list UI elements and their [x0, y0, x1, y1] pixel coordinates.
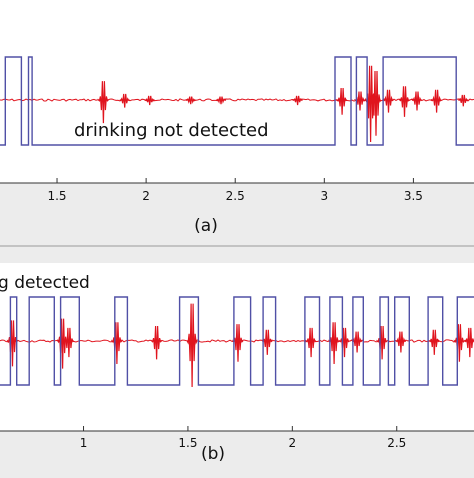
signal-spike	[458, 94, 469, 107]
signal-spike	[63, 327, 75, 358]
x-tick-label: 3	[320, 189, 328, 203]
signal-spike	[186, 303, 198, 388]
x-tick-label: 3.5	[404, 189, 423, 203]
x-tick-label: 2	[289, 436, 297, 450]
signal-spike	[395, 331, 407, 353]
signal-spike	[215, 96, 227, 105]
x-tick-label: 2.5	[387, 436, 406, 450]
signal-spike	[119, 93, 130, 108]
signal-spike	[411, 91, 423, 111]
signal-spike	[6, 320, 18, 367]
panel-label-a: (a)	[194, 216, 218, 236]
x-tick-label: 1.5	[47, 189, 66, 203]
signal-spike	[57, 318, 69, 369]
x-tick-label: 2.5	[226, 189, 245, 203]
signal-spike	[305, 327, 317, 358]
x-tick-label: 2	[142, 189, 150, 203]
detection-line	[0, 296, 474, 386]
detection-line	[0, 56, 474, 146]
signal-trace-a	[0, 65, 474, 143]
signal-spike	[292, 95, 303, 106]
signal-spike	[336, 87, 348, 115]
signal-spike	[428, 329, 440, 355]
x-tick-label: 1.5	[178, 436, 197, 450]
detection-trace-b	[0, 296, 474, 386]
signal-spike	[97, 81, 109, 124]
signal-spike	[338, 327, 350, 358]
signal-spike	[464, 327, 474, 358]
signal-spike	[185, 96, 196, 105]
plot-area-a	[0, 0, 474, 183]
signal-spike	[111, 322, 123, 365]
panel-label-b: (b)	[201, 444, 225, 464]
signal-spike	[382, 89, 394, 113]
signal-spike	[376, 325, 388, 360]
detection-trace-a	[0, 56, 474, 146]
signal-spike	[370, 70, 382, 136]
x-ticks-a: 1.5 2 2.5 3 3.5	[47, 178, 423, 203]
signal-spike	[431, 89, 442, 113]
signal-spike	[144, 95, 155, 106]
signal-baseline	[0, 98, 474, 102]
signal-spike	[453, 324, 465, 362]
x-tick-label: 1	[80, 436, 88, 450]
signal-spike	[398, 86, 410, 117]
signal-spike	[151, 325, 162, 360]
annotation-b: g detected	[0, 273, 90, 293]
x-ticks-b: 1 1.5 2 2.5	[80, 426, 406, 450]
annotation-a: drinking not detected	[74, 120, 269, 141]
